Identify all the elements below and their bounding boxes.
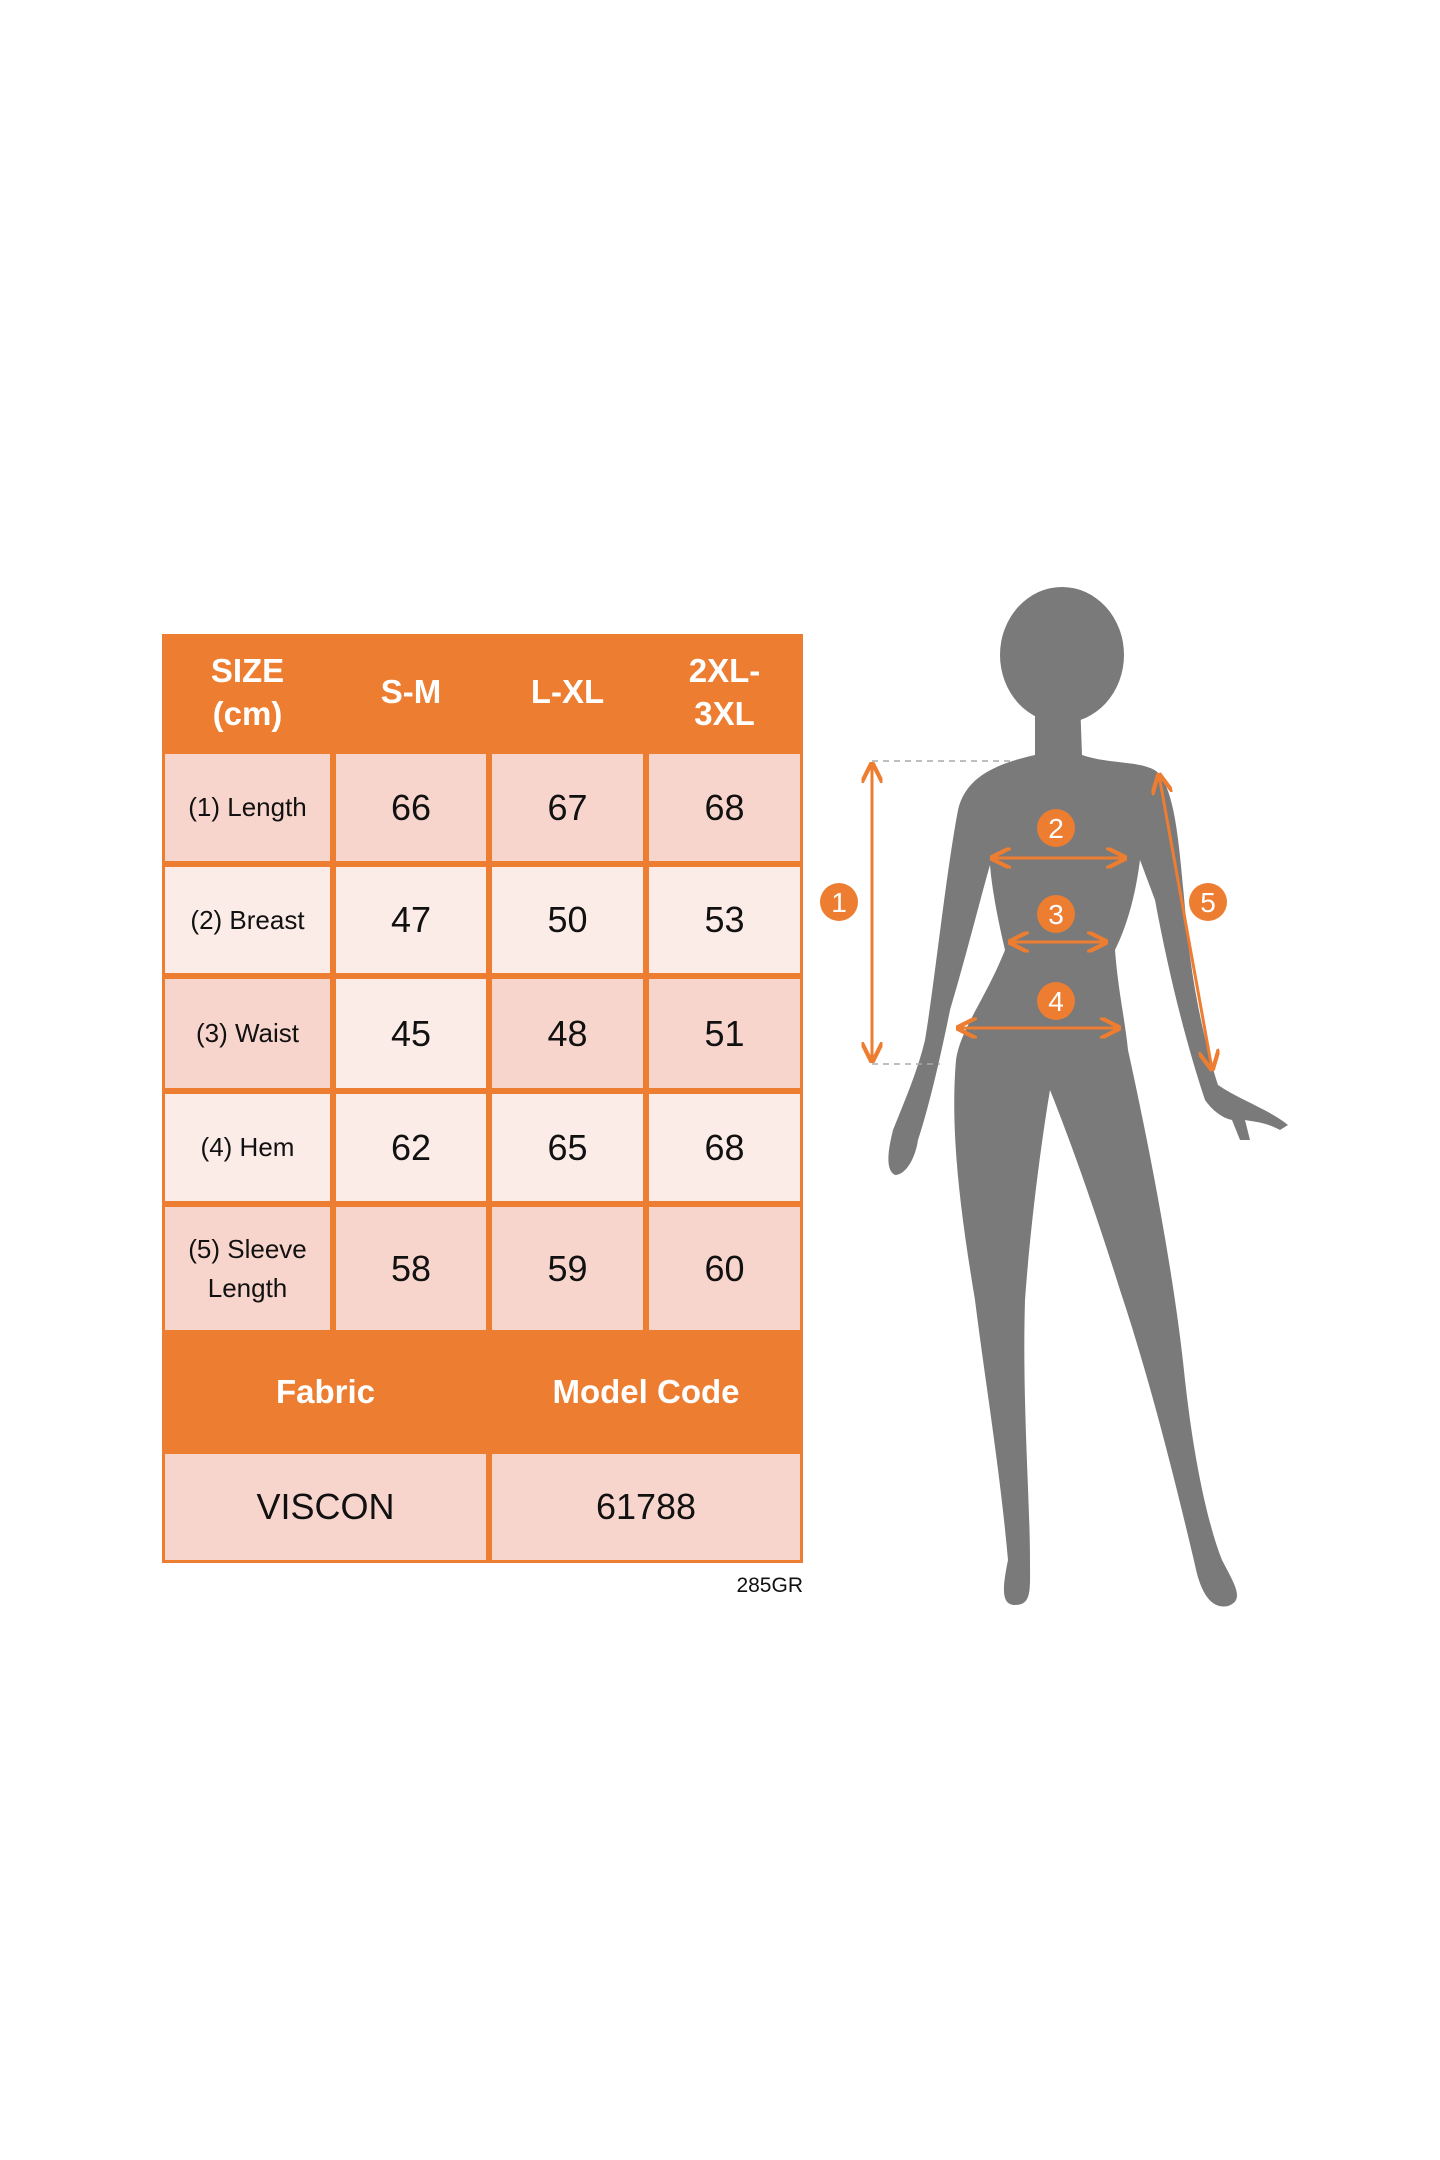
- fabric-header: Fabric: [275, 1372, 376, 1410]
- marker-circle-5: [1189, 883, 1227, 921]
- size-value: 53: [649, 867, 800, 973]
- size-value: 48: [492, 979, 643, 1088]
- marker-circle-4: [1037, 982, 1075, 1020]
- marker-circle-3: [1037, 895, 1075, 933]
- sleeve-measure: [1159, 775, 1212, 1069]
- row-label: (2) Breast: [165, 867, 330, 973]
- marker-label: 1: [831, 887, 847, 918]
- size-chart-table: SIZE (cm) S-M L-XL 2XL- 3XL (1) Length 66 67 68…: [162, 634, 803, 1563]
- size-value: 60: [649, 1207, 800, 1330]
- size-value: 47: [336, 867, 486, 973]
- row-label: (5) Sleeve Length: [165, 1207, 330, 1330]
- marker-label: 4: [1048, 986, 1064, 1017]
- column-header: S-M: [380, 673, 442, 711]
- marker-label: 2: [1048, 813, 1064, 844]
- column-header: L-XL: [530, 673, 605, 711]
- marker-circle-1: [820, 883, 858, 921]
- model-code-header: Model Code: [552, 1372, 740, 1410]
- fabric-value: VISCON: [165, 1454, 486, 1560]
- code-note: 285GR: [736, 1574, 803, 1597]
- marker-label: 3: [1048, 899, 1064, 930]
- marker-label: 5: [1200, 887, 1216, 918]
- column-header: SIZE (cm): [210, 651, 285, 732]
- row-label: (3) Waist: [165, 979, 330, 1088]
- size-value: 67: [492, 754, 643, 861]
- marker-circle-2: [1037, 809, 1075, 847]
- row-label: (1) Length: [165, 754, 330, 861]
- length-measure: [872, 760, 1015, 1065]
- silhouette: [888, 587, 1288, 1607]
- model-code-value: 61788: [492, 1454, 800, 1560]
- size-value: 68: [649, 1094, 800, 1201]
- row-label: (4) Hem: [165, 1094, 330, 1201]
- size-value: 59: [492, 1207, 643, 1330]
- size-value: 68: [649, 754, 800, 861]
- column-header: 2XL- 3XL: [688, 651, 761, 732]
- size-value: 65: [492, 1094, 643, 1201]
- size-value: 45: [336, 979, 486, 1088]
- size-value: 51: [649, 979, 800, 1088]
- size-value: 62: [336, 1094, 486, 1201]
- size-value: 50: [492, 867, 643, 973]
- size-value: 58: [336, 1207, 486, 1330]
- size-value: 66: [336, 754, 486, 861]
